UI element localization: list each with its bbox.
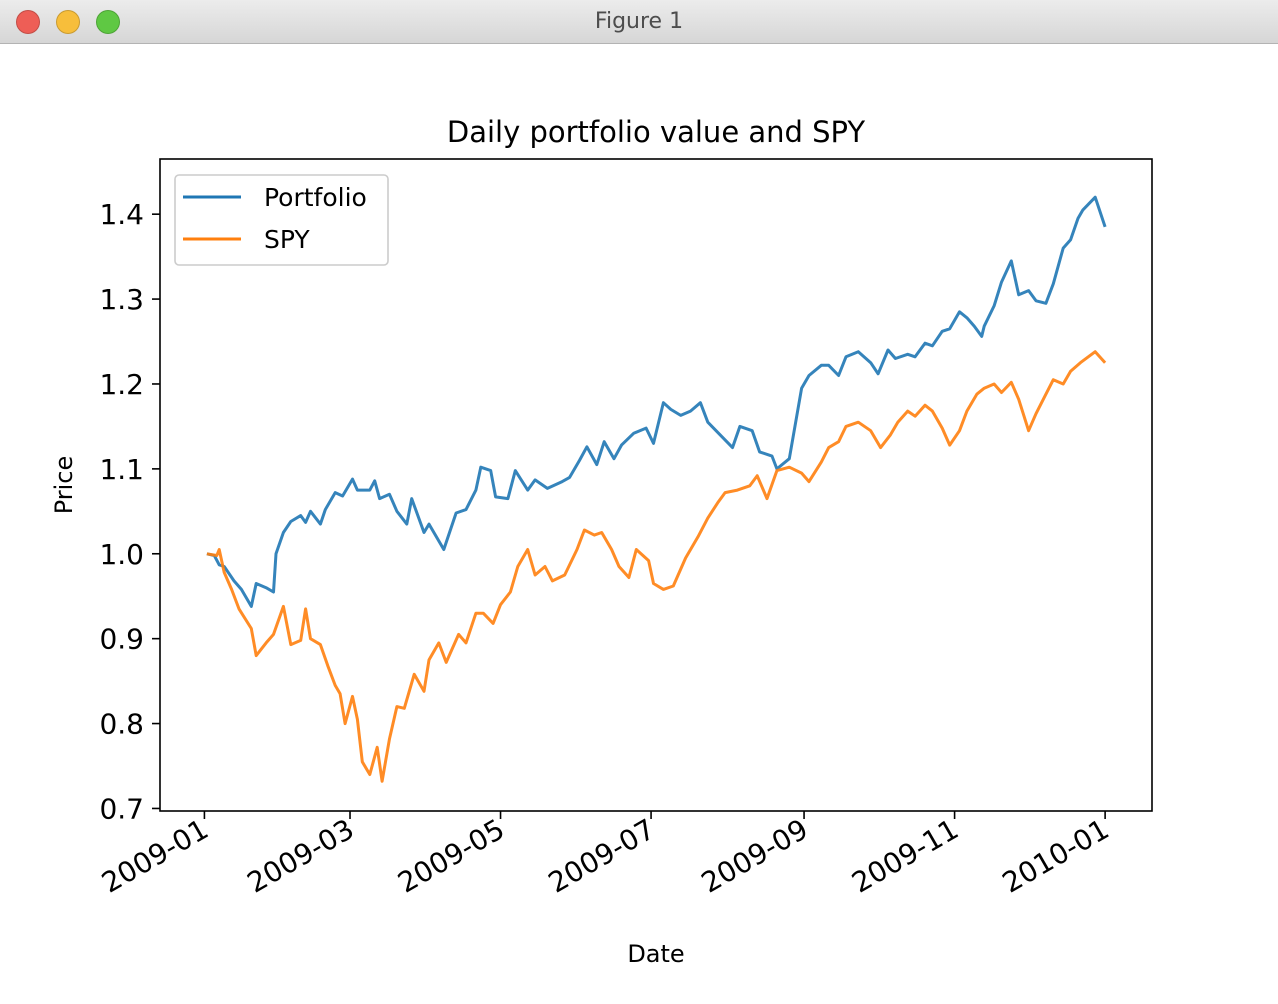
y-tick-label: 1.3 <box>99 283 144 316</box>
minimize-button[interactable] <box>56 10 80 34</box>
legend-label: Portfolio <box>264 183 367 212</box>
series-line-spy <box>206 350 1107 783</box>
close-button[interactable] <box>16 10 40 34</box>
x-axis-label: Date <box>627 940 684 968</box>
window-title: Figure 1 <box>594 9 684 34</box>
legend-label: SPY <box>264 225 310 254</box>
y-tick-label: 1.0 <box>99 538 144 571</box>
x-tick-label: 2009-01 <box>96 812 214 899</box>
x-tick-label: 2009-03 <box>242 812 360 899</box>
chart-title: Daily portfolio value and SPY <box>447 115 866 149</box>
y-axis-label: Price <box>50 456 78 515</box>
y-tick-label: 0.9 <box>99 623 144 656</box>
y-tick-label: 1.4 <box>99 198 144 231</box>
x-tick-label: 2010-01 <box>997 812 1115 899</box>
series-line-portfolio <box>206 195 1107 608</box>
y-tick-label: 1.1 <box>99 453 144 486</box>
plot-area <box>159 158 1153 812</box>
x-tick-label: 2009-05 <box>392 812 510 899</box>
maximize-button[interactable] <box>96 10 120 34</box>
line-chart: Daily portfolio value and SPY 0.7 0.8 0.9 1.… <box>50 115 1153 968</box>
y-tick-label: 1.2 <box>99 368 144 401</box>
y-tick-label: 0.8 <box>99 708 144 741</box>
x-tick-label: 2009-09 <box>696 812 814 899</box>
figure-canvas: Daily portfolio value and SPY 0.7 0.8 0.9 1.… <box>0 44 1278 1004</box>
x-tick-label: 2009-07 <box>543 812 661 899</box>
x-tick-label: 2009-11 <box>846 812 964 899</box>
title-bar: Figure 1 <box>0 0 1278 44</box>
y-tick-label: 0.7 <box>99 792 144 825</box>
